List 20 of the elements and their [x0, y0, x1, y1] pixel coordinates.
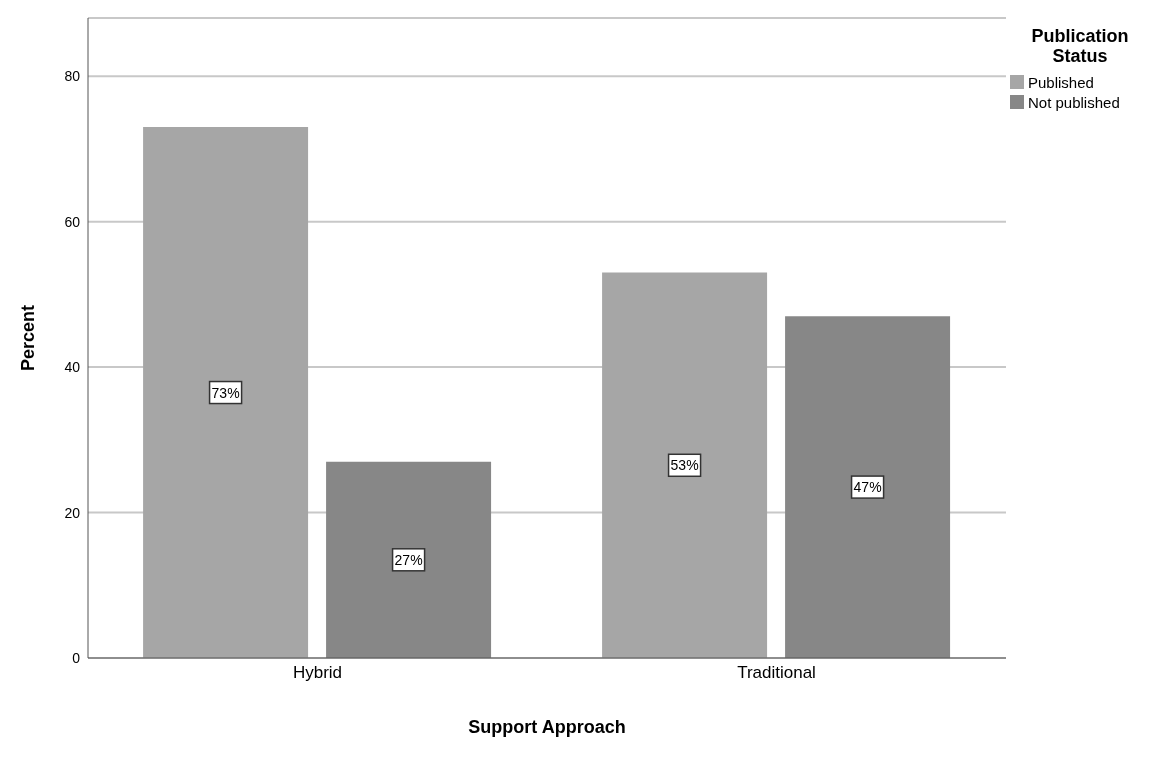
- legend-label: Not published: [1028, 93, 1120, 111]
- y-tick-label: 0: [72, 649, 81, 666]
- x-tick-label: Hybrid: [292, 663, 343, 683]
- y-tick-label: 20: [64, 504, 81, 521]
- y-tick-label: 40: [64, 359, 81, 376]
- bar: [326, 461, 492, 658]
- legend-title: Publication Status: [1030, 26, 1130, 66]
- bar: [785, 316, 951, 658]
- data-label: 27%: [394, 551, 423, 568]
- y-tick-label: 60: [64, 213, 81, 230]
- data-label: 53%: [670, 457, 699, 474]
- data-label: 73%: [211, 384, 240, 401]
- legend-label: Published: [1028, 73, 1094, 91]
- data-label: 47%: [853, 479, 882, 496]
- bar: [143, 127, 309, 658]
- bar: [602, 272, 768, 658]
- x-tick-label: Traditional: [737, 663, 816, 683]
- x-axis-title: Support Approach: [468, 717, 626, 737]
- y-axis-title: Percent: [18, 304, 39, 372]
- y-tick-label: 80: [64, 68, 81, 85]
